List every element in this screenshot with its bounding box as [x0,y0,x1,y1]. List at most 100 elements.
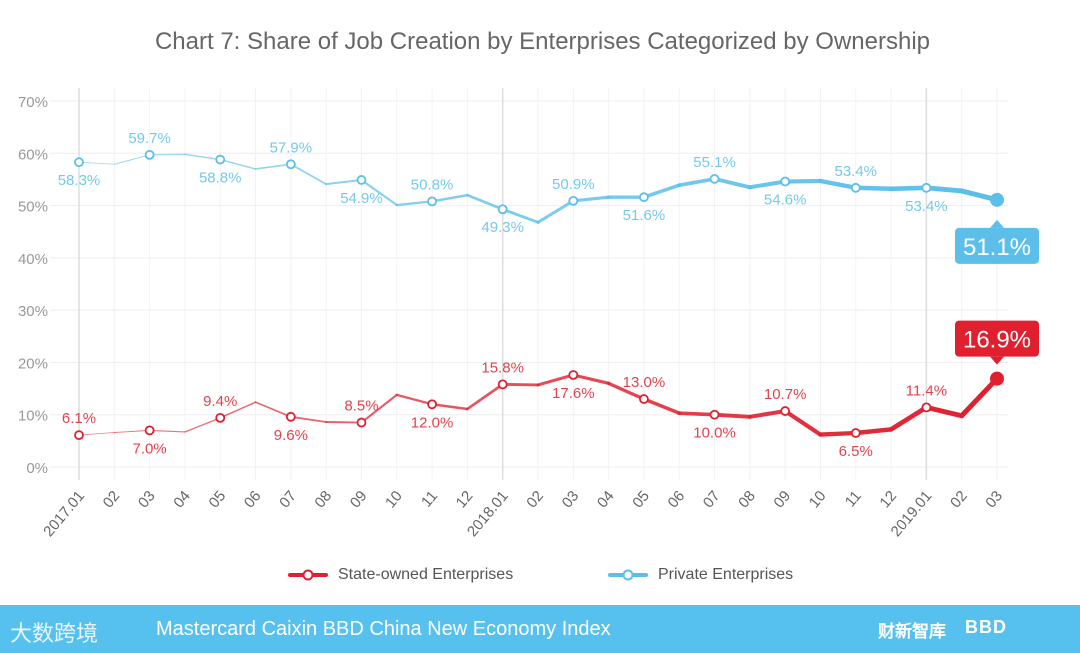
private-line-segment [289,163,328,186]
state-data-label: 8.5% [344,398,378,415]
x-tick-label: 10 [806,488,830,512]
state-callout-box [955,320,1039,357]
private-line-segment [254,163,292,170]
state-data-label: 9.6% [274,427,308,444]
state-point [921,402,932,413]
state-callout-label: 16.9% [963,327,1031,354]
state-point [427,399,437,410]
state-data-label: 13.0% [623,374,666,391]
private-data-label: 58.3% [58,172,101,189]
private-data-label: 53.4% [834,163,877,180]
state-line-segment [959,376,1000,419]
x-tick-label: 07 [700,488,724,512]
private-line-segment [642,183,681,199]
private-data-label: 50.9% [552,176,595,193]
y-tick-label: 70% [18,94,48,111]
state-point [144,425,155,436]
state-line-segment [818,430,858,437]
logo-caixin: 财新智库 [878,622,946,641]
private-point [709,174,720,184]
state-line-segment [923,404,965,419]
state-line-segment [360,393,398,424]
state-line-segment [853,427,894,436]
state-point [215,412,226,423]
private-point [780,176,791,187]
state-data-label: 6.5% [839,443,873,460]
x-tick-label: 12 [876,488,900,512]
private-line-segment [113,154,151,165]
state-line-segment [254,401,292,418]
state-data-label: 15.8% [481,359,524,376]
state-point [356,417,367,428]
private-line-segment [501,207,540,224]
private-point [639,192,649,203]
state-line-segment [184,417,221,433]
private-point [356,175,367,185]
x-tick-label: 03 [982,488,1006,512]
state-point [497,379,508,390]
x-tick-label: 03 [135,488,159,512]
y-tick-label: 40% [18,251,48,268]
state-line-segment [289,415,328,423]
private-line-segment [818,178,858,190]
x-tick-label: 02 [100,488,124,512]
state-line-segment [219,401,257,419]
x-tick-label: 2017.01 [40,488,88,540]
x-tick-label: 05 [629,488,653,512]
x-tick-label: 07 [276,488,300,512]
state-line-segment [888,405,929,432]
state-line-segment [747,409,788,419]
private-point [568,195,579,206]
legend-item-private[interactable]: Private Enterprises [608,566,793,584]
x-tick-label: 02 [947,488,971,512]
private-point [921,182,932,193]
private-line-segment [78,161,115,165]
private-point [497,204,508,215]
state-line-segment [395,393,434,406]
state-line-segment [78,432,115,436]
state-data-label: 9.4% [203,393,237,410]
x-tick-label: 08 [311,488,335,512]
state-data-label: 7.0% [133,440,167,457]
private-data-label: 54.9% [340,190,383,207]
state-data-label: 11.4% [906,382,947,399]
private-data-label: 53.4% [905,198,948,215]
state-line-segment [430,403,469,411]
legend-item-state[interactable]: State-owned Enterprises [288,566,513,584]
state-point [285,411,296,422]
legend-private-marker-icon [608,569,648,581]
legend-state-label: State-owned Enterprises [338,566,514,583]
line-chart: 0% 10% 20% 30% 40% 50% 60% 70% 2017.01 02 03 04 05 06… [18,88,1039,540]
y-tick-label: 10% [18,408,48,425]
x-tick-label: 10 [382,488,406,512]
state-point [780,406,791,416]
private-data-label: 59.7% [128,130,171,147]
footer-banner: 大数跨境 Mastercard Caixin BBD China New Eco… [0,605,1080,653]
private-line-segment [712,176,752,190]
private-point [144,149,155,160]
state-callout-pointer [990,356,1004,365]
chart-title: Chart 7: Share of Job Creation by Enterp… [154,28,931,55]
state-data-label: 17.6% [552,385,595,402]
private-point [850,182,861,193]
state-data-label: 12.0% [411,414,454,431]
y-tick-label: 30% [18,303,48,320]
logo-dashujingjing: 大数跨境 [10,621,99,646]
legend: State-owned Enterprises Private Enterpri… [0,566,1080,588]
private-data-label: 54.6% [764,192,807,209]
private-point [427,196,437,207]
x-tick-label: 09 [347,488,371,512]
state-line-segment [677,411,717,417]
private-line-segment [360,178,398,207]
state-line-segment [325,421,363,424]
private-line-segment [184,153,221,161]
private-callout-pointer [990,219,1004,228]
private-line-segment [888,185,929,192]
state-point [568,370,579,380]
private-line-segment [466,193,505,211]
private-line-segment [571,195,611,203]
state-point [74,430,84,441]
x-tick-label: 05 [206,488,230,512]
state-line-segment [571,373,611,385]
